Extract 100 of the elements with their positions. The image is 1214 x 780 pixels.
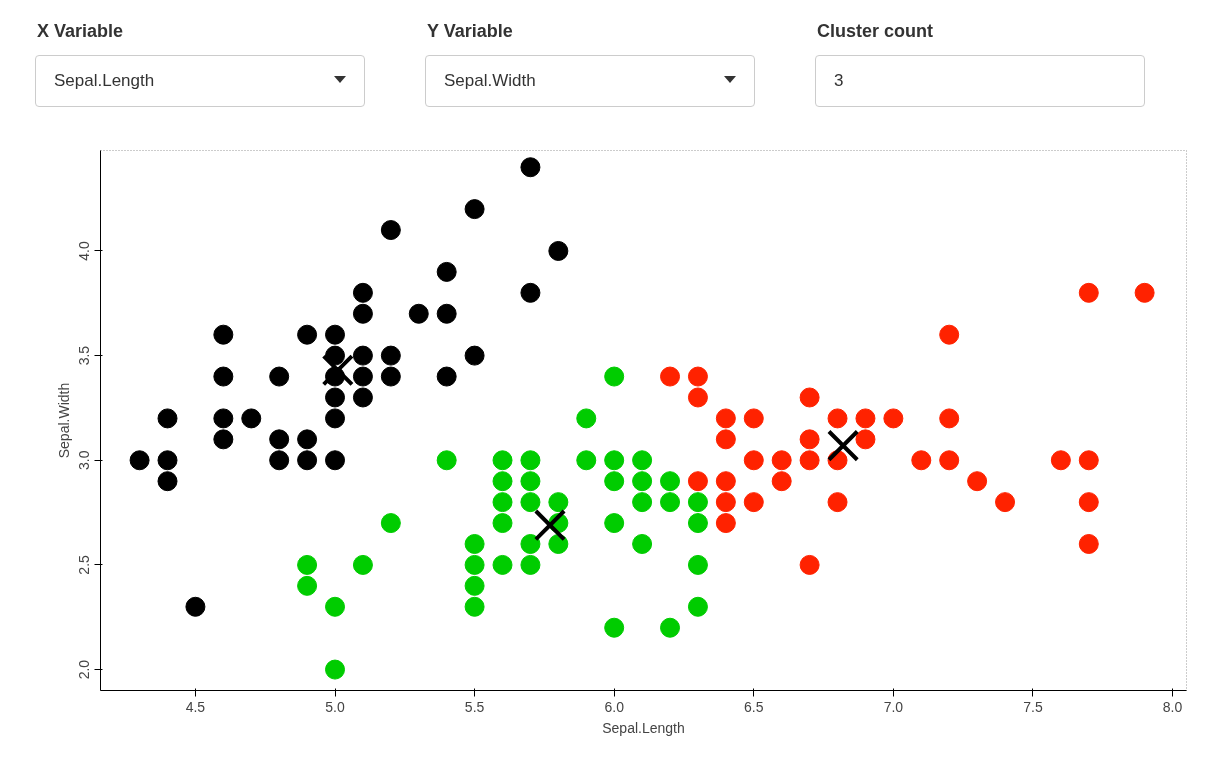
point (436, 366, 457, 387)
point (632, 534, 653, 554)
point (576, 408, 597, 429)
point (520, 450, 541, 471)
x-tick-label: 6.0 (604, 698, 625, 715)
point (548, 240, 569, 261)
x-tick-label: 5.5 (464, 698, 485, 715)
text: X Variable (37, 20, 125, 43)
point (492, 471, 513, 492)
point (715, 471, 736, 492)
point (604, 366, 625, 387)
point (157, 408, 178, 429)
point (297, 554, 318, 575)
point (520, 471, 541, 492)
point (297, 575, 318, 596)
x-tick-label: 4.5 (185, 698, 206, 715)
x-tick-label: 6.5 (744, 698, 764, 715)
point (325, 596, 346, 617)
point (687, 492, 708, 513)
point (213, 408, 234, 429)
point (799, 554, 820, 575)
point (321, 354, 354, 387)
point (352, 366, 373, 387)
point (939, 324, 960, 345)
point (269, 450, 290, 471)
y-tick-label: 3.5 (76, 345, 93, 366)
point (799, 450, 820, 471)
point (520, 554, 541, 575)
point (883, 408, 904, 429)
y-axis-title: Sepal.Width (55, 382, 72, 459)
point (464, 345, 485, 366)
point (269, 366, 290, 387)
point (157, 471, 178, 492)
text: Sepal.Width (425, 54, 755, 107)
text: 3 (815, 54, 1145, 107)
point (520, 492, 541, 513)
point (520, 534, 541, 554)
x-axis-title: Sepal.Length (602, 719, 685, 736)
point (380, 345, 401, 366)
y-tick-label: 2.0 (76, 659, 93, 680)
point (241, 408, 262, 429)
point (325, 408, 346, 429)
point (533, 509, 567, 542)
y-tick-label: 3.0 (76, 450, 93, 470)
point (325, 387, 346, 408)
point (687, 366, 708, 387)
point (715, 429, 736, 450)
point (855, 408, 876, 429)
x-tick-label: 5.0 (325, 698, 345, 715)
x-tick-label: 7.5 (1023, 698, 1043, 715)
point (911, 450, 932, 471)
point (213, 324, 234, 345)
point (1078, 492, 1099, 513)
text: Y Variable (427, 20, 514, 43)
point (213, 366, 234, 387)
point (380, 513, 401, 534)
point (269, 429, 290, 450)
point (576, 450, 597, 471)
point (352, 282, 373, 303)
y-tick-label: 2.5 (76, 554, 93, 575)
point (380, 220, 401, 241)
point (464, 199, 485, 220)
point (687, 471, 708, 492)
point (129, 450, 150, 471)
point (325, 659, 346, 680)
point (352, 387, 373, 408)
point (771, 450, 792, 471)
point (492, 554, 513, 575)
point (660, 492, 681, 513)
point (632, 492, 653, 513)
point (548, 492, 569, 513)
point (520, 282, 541, 303)
x-tick-label: 8.0 (1162, 698, 1183, 715)
point (827, 408, 848, 429)
point (297, 429, 318, 450)
point (660, 617, 681, 638)
point (352, 554, 373, 575)
point (632, 471, 653, 492)
point (799, 429, 820, 450)
point (1134, 282, 1155, 303)
y-tick-label: 4.0 (76, 241, 93, 261)
point (1078, 282, 1099, 303)
point (715, 492, 736, 513)
point (464, 575, 485, 596)
point (492, 450, 513, 471)
point (492, 492, 513, 513)
point (687, 596, 708, 617)
point (548, 534, 569, 554)
point (408, 303, 429, 324)
text: Sepal.Length (35, 54, 365, 107)
point (464, 596, 485, 617)
point (380, 366, 401, 387)
point (464, 534, 485, 554)
point (157, 450, 178, 471)
point (687, 554, 708, 575)
point (715, 408, 736, 429)
text: Cluster count (817, 20, 934, 43)
point (827, 492, 848, 513)
point (632, 450, 653, 471)
point (743, 450, 764, 471)
